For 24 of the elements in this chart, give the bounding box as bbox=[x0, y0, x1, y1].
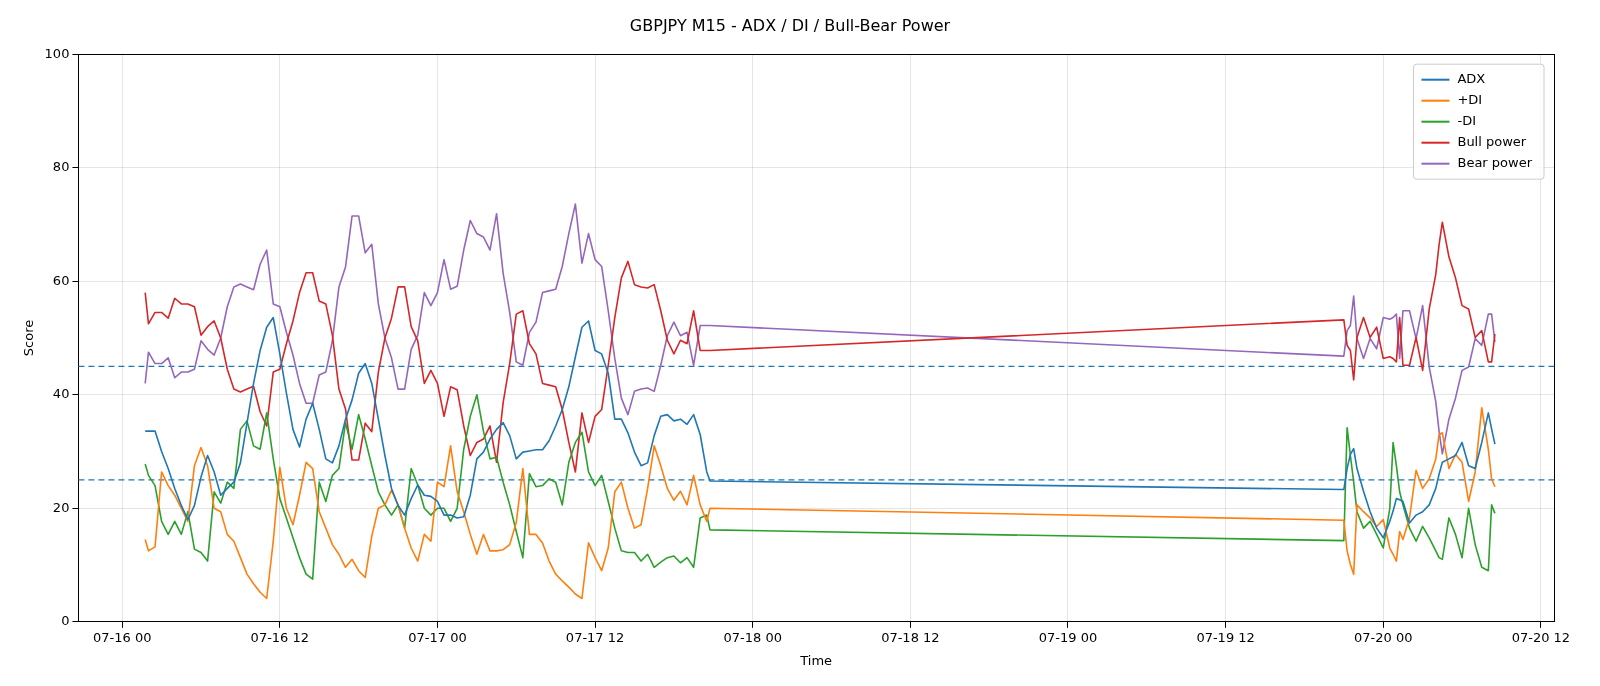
legend-label: -DI bbox=[1457, 113, 1477, 129]
x-tick-label: 07-20 12 bbox=[1511, 629, 1571, 645]
chart-title: GBPJPY M15 - ADX / DI / Bull-Bear Power bbox=[629, 15, 951, 35]
x-tick-label: 07-20 00 bbox=[1354, 629, 1413, 645]
y-tick-label: 60 bbox=[52, 272, 70, 288]
y-axis-title: Score bbox=[21, 319, 37, 357]
y-tick-label: 40 bbox=[52, 386, 70, 402]
x-tick-label: 07-17 00 bbox=[408, 629, 467, 645]
x-tick-label: 07-16 00 bbox=[92, 629, 152, 645]
legend-label: Bull power bbox=[1457, 134, 1527, 150]
x-tick-label: 07-18 12 bbox=[881, 629, 940, 645]
x-tick-label: 07-17 12 bbox=[565, 629, 625, 645]
legend-label: +DI bbox=[1457, 92, 1483, 108]
x-tick-label: 07-19 00 bbox=[1038, 629, 1098, 645]
x-axis-title: Time bbox=[799, 652, 833, 668]
y-tick-label: 0 bbox=[61, 613, 70, 629]
x-tick-label: 07-16 12 bbox=[250, 629, 310, 645]
legend-label: ADX bbox=[1457, 71, 1486, 87]
x-tick-label: 07-18 00 bbox=[723, 629, 782, 645]
y-tick-label: 20 bbox=[52, 499, 70, 515]
x-tick-label: 07-19 12 bbox=[1196, 629, 1255, 645]
y-tick-label: 80 bbox=[52, 159, 70, 175]
legend-label: Bear power bbox=[1457, 155, 1533, 171]
y-tick-label: 100 bbox=[44, 45, 70, 61]
